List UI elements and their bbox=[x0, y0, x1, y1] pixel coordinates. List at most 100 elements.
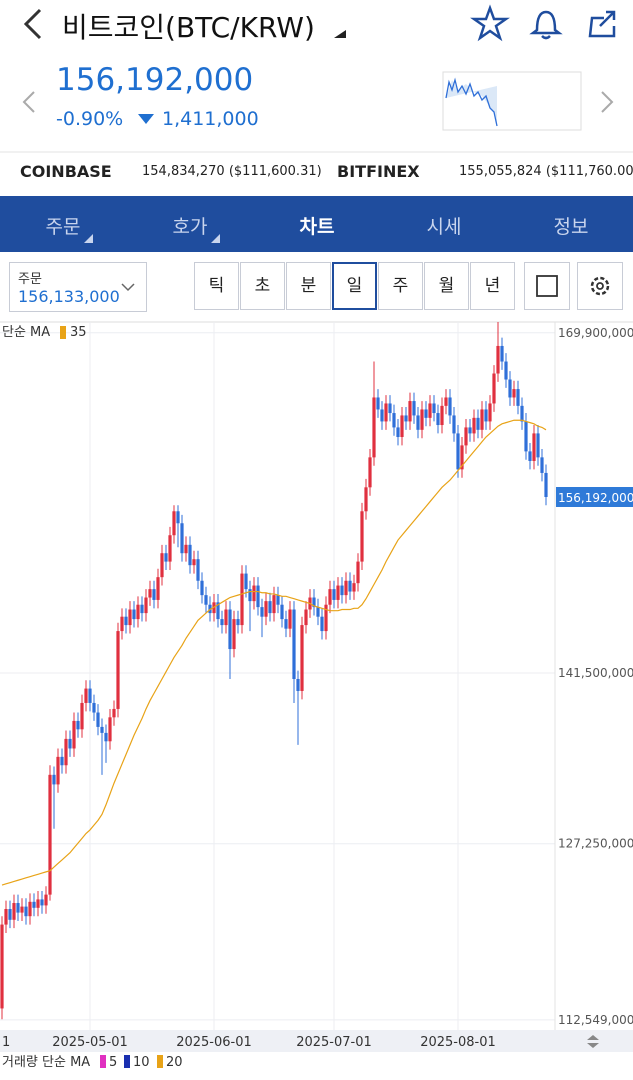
candle-body bbox=[484, 409, 488, 422]
next-button[interactable] bbox=[601, 91, 614, 113]
interval-button[interactable]: 초 bbox=[240, 262, 285, 310]
candle-body bbox=[296, 678, 300, 691]
candle-body bbox=[180, 523, 184, 554]
tab-bar: 주문 호가 차트 시세 정보 bbox=[0, 196, 633, 252]
candle-body bbox=[312, 597, 316, 608]
candle-body bbox=[276, 595, 280, 605]
volume-legend-swatch bbox=[100, 1055, 106, 1068]
tab[interactable]: 차트 bbox=[299, 216, 335, 238]
candle-body bbox=[92, 702, 96, 713]
dropdown-icon[interactable] bbox=[334, 30, 346, 38]
order-label: 주문 bbox=[18, 272, 42, 287]
prev-button[interactable] bbox=[22, 91, 35, 113]
candle-body bbox=[396, 427, 400, 438]
candle-body bbox=[284, 619, 288, 629]
candle-body bbox=[156, 577, 160, 600]
candle-body bbox=[256, 585, 260, 608]
candle-body bbox=[148, 589, 152, 598]
candle-body bbox=[352, 583, 356, 592]
candle-body bbox=[80, 702, 84, 730]
current-price: 156,192,000 bbox=[56, 62, 254, 98]
candle-body bbox=[372, 397, 376, 458]
candle-body bbox=[112, 708, 116, 718]
candle-body bbox=[532, 433, 536, 461]
interval-button[interactable]: 월 bbox=[424, 262, 469, 310]
back-button[interactable] bbox=[23, 8, 42, 40]
candle-body bbox=[540, 457, 544, 473]
candle-body bbox=[468, 427, 472, 434]
exchange-name: BITFINEX bbox=[337, 162, 420, 181]
sparkline bbox=[445, 77, 498, 127]
tab[interactable]: 호가 bbox=[172, 216, 208, 238]
exchange-value: 154,834,270 ($111,600.31) bbox=[142, 164, 322, 179]
candle-body bbox=[340, 585, 344, 596]
candle-body bbox=[20, 906, 24, 913]
candle-body bbox=[360, 511, 364, 562]
x-tick-label: 2025-05-01 bbox=[52, 1035, 128, 1050]
x-tick-label: 2025-06-01 bbox=[176, 1035, 252, 1050]
candle-body bbox=[456, 433, 460, 470]
settings-button[interactable] bbox=[577, 262, 623, 310]
chart: 112,549,000 127,250,000 141,500,000 169,900… bbox=[0, 321, 633, 1070]
candle-body bbox=[268, 601, 272, 614]
tab[interactable]: 정보 bbox=[553, 216, 589, 238]
interval-button[interactable]: 분 bbox=[286, 262, 331, 310]
candle-body bbox=[264, 601, 268, 617]
candle-body bbox=[168, 535, 172, 562]
candle-body bbox=[56, 756, 60, 785]
volume-legend-period: 20 bbox=[166, 1055, 183, 1070]
y-tick-label: 141,500,000 bbox=[558, 666, 633, 680]
candle-body bbox=[476, 417, 480, 430]
candle-body bbox=[500, 345, 504, 362]
candle-body bbox=[304, 609, 308, 626]
candle-body bbox=[100, 726, 104, 733]
candle-body bbox=[204, 595, 208, 605]
candle-body bbox=[104, 732, 108, 742]
last-price-tag bbox=[556, 486, 633, 507]
candle-body bbox=[316, 607, 320, 617]
tab-dropdown-icon bbox=[84, 234, 93, 243]
candle-body bbox=[480, 409, 484, 430]
candle-body bbox=[448, 397, 452, 416]
exchange-value: 155,055,824 ($111,760.00) bbox=[459, 164, 633, 179]
share-icon[interactable] bbox=[588, 10, 616, 38]
candle-body bbox=[116, 631, 120, 709]
title: 비트코인(BTC/KRW) bbox=[62, 11, 315, 44]
order-box[interactable]: 주문 156,133,000 bbox=[9, 262, 147, 312]
candle-body bbox=[464, 427, 468, 446]
alarm-icon[interactable] bbox=[529, 10, 563, 40]
candle-body bbox=[488, 403, 492, 422]
tab[interactable]: 시세 bbox=[426, 216, 462, 238]
candle-body bbox=[172, 511, 176, 536]
candle-body bbox=[248, 589, 252, 602]
candle-body bbox=[40, 899, 44, 906]
candle-body bbox=[344, 580, 348, 596]
candle-body bbox=[64, 738, 68, 766]
candle-body bbox=[460, 445, 464, 470]
candle-body bbox=[140, 604, 144, 614]
candle-body bbox=[232, 619, 236, 650]
candle-body bbox=[404, 415, 408, 422]
candle-body bbox=[524, 421, 528, 452]
tab[interactable]: 주문 bbox=[45, 216, 81, 238]
interval-button[interactable]: 주 bbox=[378, 262, 423, 310]
candle-body bbox=[384, 403, 388, 422]
y-tick-label: 112,549,000 bbox=[558, 1013, 633, 1027]
layout-button[interactable] bbox=[524, 262, 570, 310]
interval-button[interactable]: 일 bbox=[332, 262, 377, 310]
volume-legend-swatch bbox=[124, 1055, 130, 1068]
ma-legend-label: 단순 MA bbox=[2, 325, 50, 340]
candle-body bbox=[364, 487, 368, 512]
scroll-icon bbox=[587, 1035, 599, 1048]
volume-legend-period: 10 bbox=[133, 1055, 150, 1070]
candle-body bbox=[400, 415, 404, 438]
candle-body bbox=[196, 559, 200, 581]
candle-body bbox=[44, 894, 48, 906]
x-tick-label: 2025-07-01 bbox=[296, 1035, 372, 1050]
candle-body bbox=[72, 720, 76, 749]
interval-button[interactable]: 틱 bbox=[194, 262, 239, 310]
candle-body bbox=[472, 417, 476, 434]
interval-button[interactable]: 년 bbox=[470, 262, 515, 310]
favorite-icon[interactable] bbox=[470, 4, 510, 42]
candle-body bbox=[36, 899, 40, 908]
